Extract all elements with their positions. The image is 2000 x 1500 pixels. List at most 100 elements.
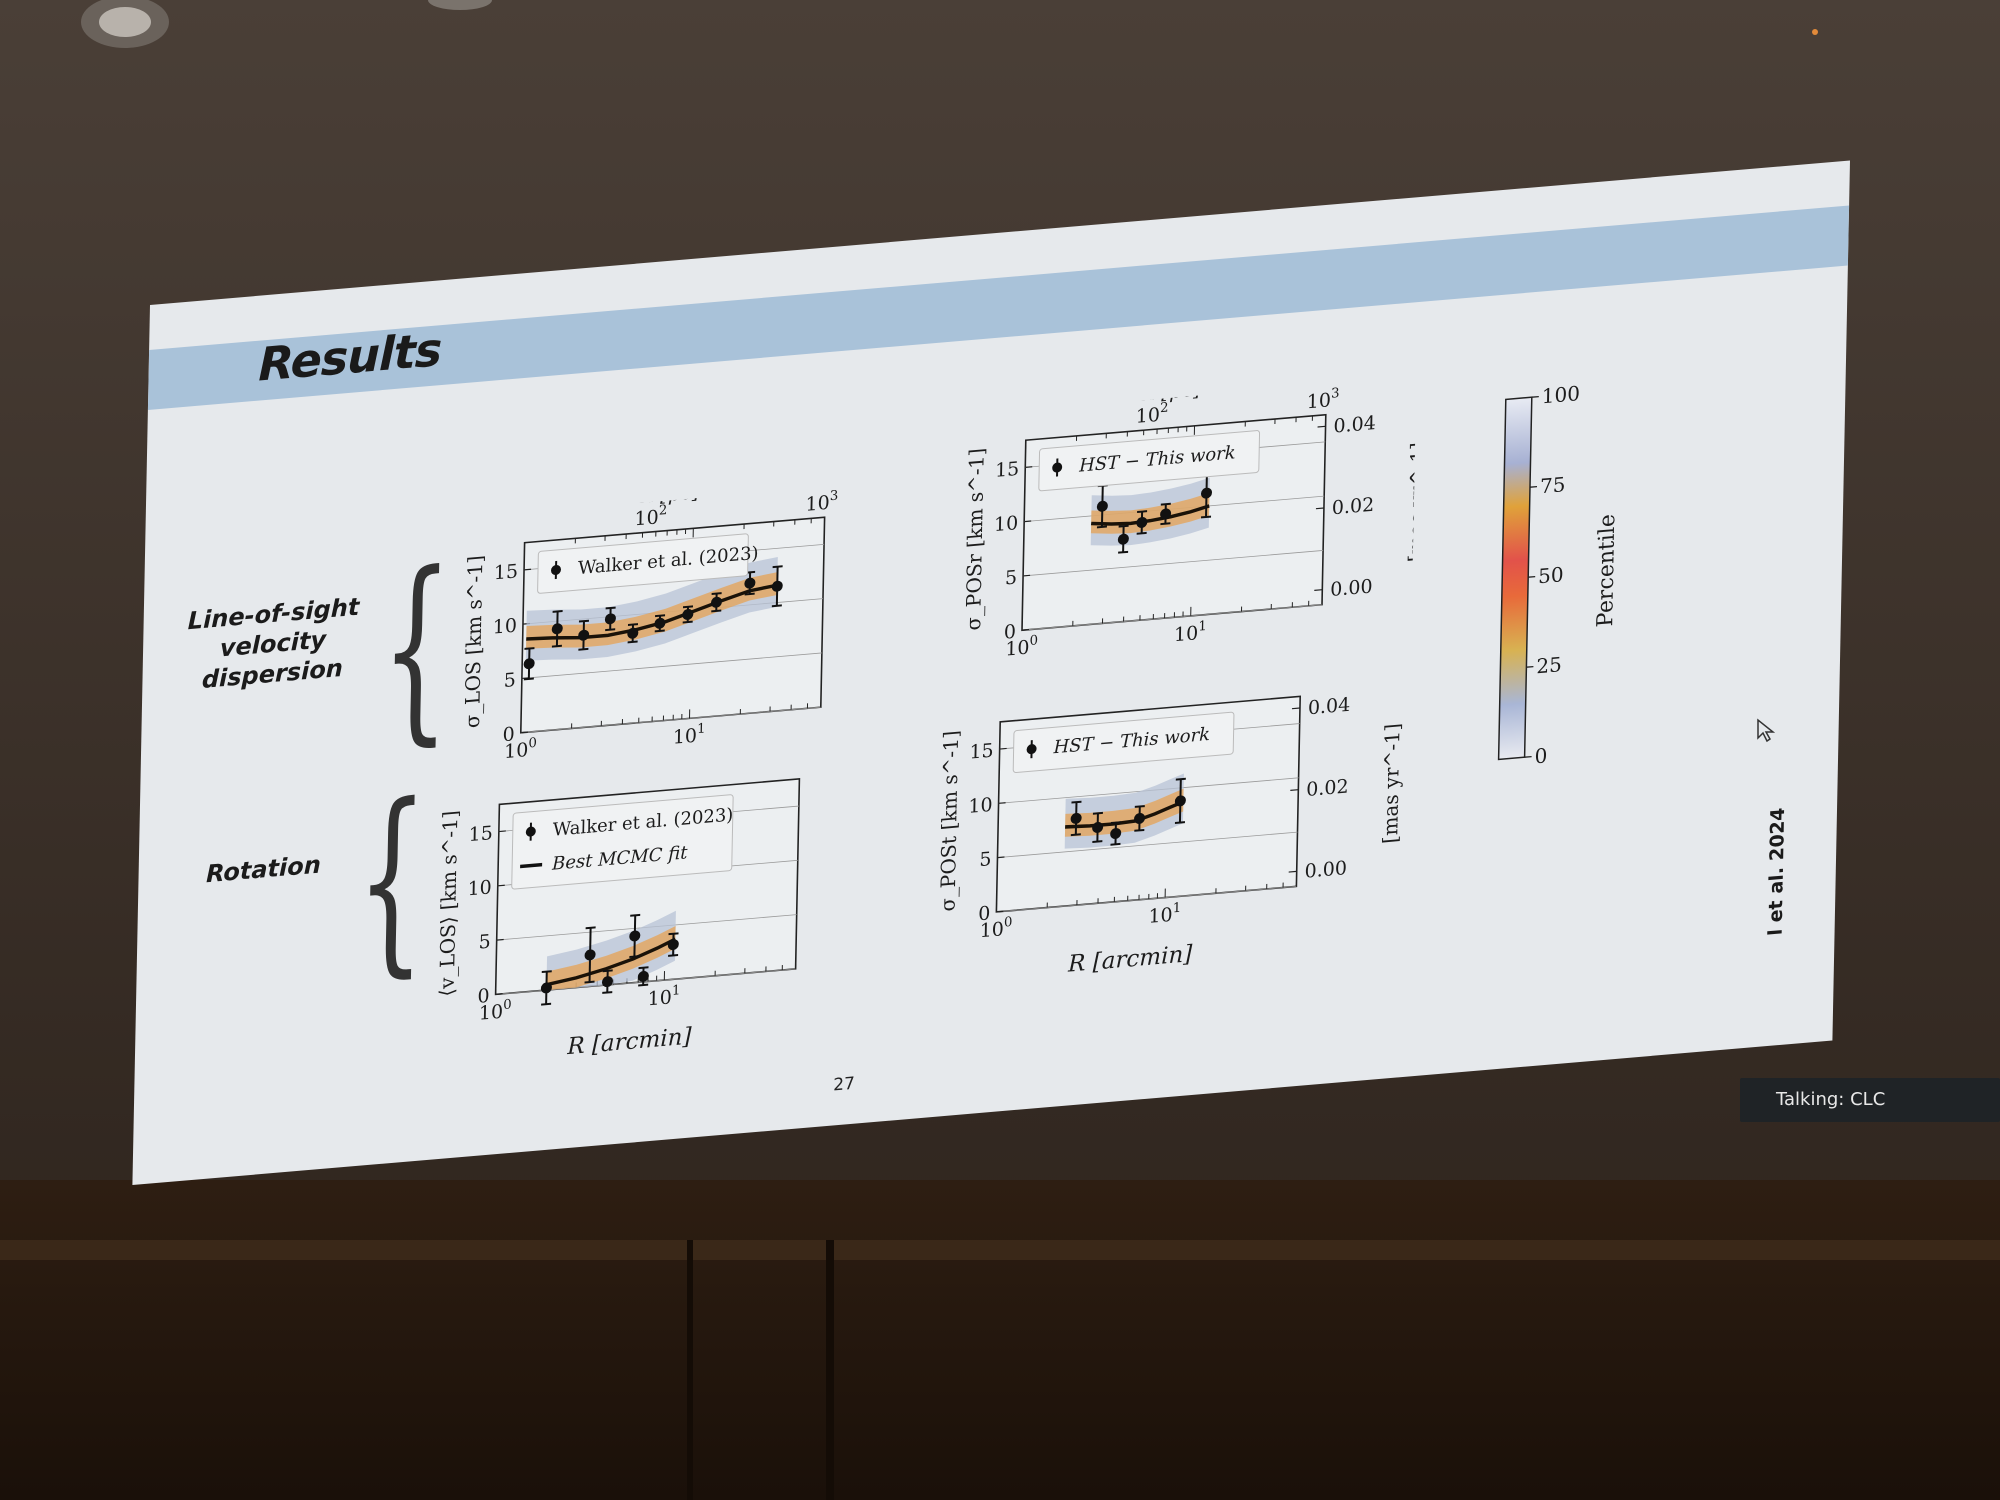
x-tick-label: 101 (647, 983, 680, 1010)
error-cap (1137, 510, 1148, 514)
right-tick-label: 0.02 (1306, 775, 1349, 801)
data-point (667, 939, 679, 951)
y-tick (520, 731, 528, 734)
colorbar-tick (1529, 485, 1538, 488)
error-cap (1118, 550, 1129, 554)
error-cap (668, 932, 679, 936)
y-tick (1023, 574, 1031, 577)
y-axis-label: σ_POSt [km s^-1] (936, 730, 964, 913)
y-tick-label: 10 (493, 615, 518, 639)
fit-line (526, 583, 778, 641)
y-tick-label: 0 (477, 985, 490, 1008)
y-axis-label: σ_LOS [km s^-1] (460, 554, 487, 729)
x-axis-label: R [arcmin] (566, 1024, 693, 1061)
x-tick-label: 101 (1174, 619, 1207, 646)
x-tick-label: 100 (479, 997, 512, 1024)
y-tick-label: 15 (969, 740, 994, 764)
top-tick-label: 103 (805, 489, 838, 516)
colorbar-tick-label: 75 (1540, 472, 1566, 498)
colorbar-tick-label: 50 (1538, 562, 1564, 588)
right-tick-label: 0.00 (1304, 857, 1347, 883)
error-cap (1096, 525, 1107, 529)
error-cap (1136, 531, 1147, 535)
colorbar-tick (1528, 575, 1536, 578)
data-point (1134, 812, 1146, 824)
y-tick (1024, 520, 1032, 523)
y-tick (496, 938, 504, 941)
error-cap (638, 966, 649, 970)
percentile-band-inner (546, 925, 676, 991)
colorbar-tick-label: 0 (1534, 743, 1547, 768)
chart-sigma-posr: 0 5 10 15 100 101 102 103 R [pc] σ_POSr [km s^-1]… (961, 377, 1416, 661)
pointer-cursor-icon (1757, 718, 1776, 743)
fit-line (1090, 504, 1210, 526)
section-label-los: Line-of-sight velocity dispersion (172, 590, 374, 697)
data-point (1110, 827, 1122, 839)
error-cap (1160, 502, 1171, 506)
presentation-slide: Results Line-of-sight velocity dispersio… (132, 160, 1850, 1185)
data-point (584, 949, 596, 961)
y-tick-label: 15 (494, 560, 519, 584)
section-label-rotation: Rotation (205, 850, 322, 889)
data-point (551, 623, 563, 635)
grid-line (520, 706, 821, 734)
colorbar-tick (1526, 665, 1534, 668)
error-cap (772, 565, 783, 569)
y-tick (996, 910, 1004, 913)
colorbar-tick (1524, 755, 1532, 758)
data-point (1096, 500, 1108, 512)
y-tick-label: 0 (978, 902, 991, 925)
right-tick (1315, 507, 1324, 510)
error-cap (585, 926, 596, 930)
y-tick-label: 0 (502, 723, 515, 746)
percentile-band-inner (526, 572, 778, 649)
data-point (1201, 487, 1213, 499)
error-cap (524, 647, 535, 650)
legend-marker-dot (525, 826, 536, 837)
y-tick-label: 5 (1005, 566, 1018, 589)
error-cap (1071, 800, 1082, 804)
error-cap (711, 609, 722, 613)
data-point (637, 970, 649, 982)
right-tick-label: 0.02 (1332, 494, 1375, 520)
grid-line (1023, 550, 1324, 577)
y-tick-label: 5 (979, 848, 992, 871)
legend-box (511, 794, 734, 890)
error-cap (1175, 777, 1186, 781)
error-cap (682, 620, 693, 624)
error-cap (578, 647, 589, 651)
colorbar-tick-label: 100 (1542, 381, 1581, 408)
right-tick-label: 0.04 (1333, 412, 1376, 438)
top-axis-label: R [pc] (638, 482, 701, 508)
talking-indicator: Talking: CLC (1740, 1078, 2000, 1122)
error-cap (638, 983, 649, 987)
y-tick-label: 15 (995, 458, 1020, 482)
error-cap (668, 954, 679, 957)
x-tick-label: 100 (504, 736, 537, 763)
error-cap (541, 1002, 552, 1006)
grid-line (521, 652, 822, 679)
grid-line (996, 886, 1297, 913)
x-tick-label: 100 (980, 915, 1013, 942)
fit-line (546, 937, 677, 987)
error-cap (1160, 522, 1171, 526)
y-tick-label: 0 (1004, 621, 1017, 644)
y-tick (495, 993, 503, 995)
y-tick (997, 856, 1005, 859)
percentile-colorbar: 0 25 50 75 100 Percentile (1497, 381, 1620, 768)
data-point (710, 596, 722, 608)
right-tick (1314, 589, 1323, 591)
x-tick-label: 101 (1148, 901, 1181, 928)
y-tick (998, 802, 1006, 804)
top-tick-label: 103 (1307, 386, 1340, 413)
y-tick-label: 5 (478, 931, 491, 954)
error-cap (578, 619, 589, 623)
legend-marker-dot (1026, 744, 1037, 755)
y-axis-label: ⟨v_LOS⟩ [km s^-1] (435, 810, 463, 998)
y-tick (497, 884, 505, 887)
error-cap (744, 592, 755, 596)
data-point (540, 982, 552, 994)
error-cap (602, 969, 613, 973)
